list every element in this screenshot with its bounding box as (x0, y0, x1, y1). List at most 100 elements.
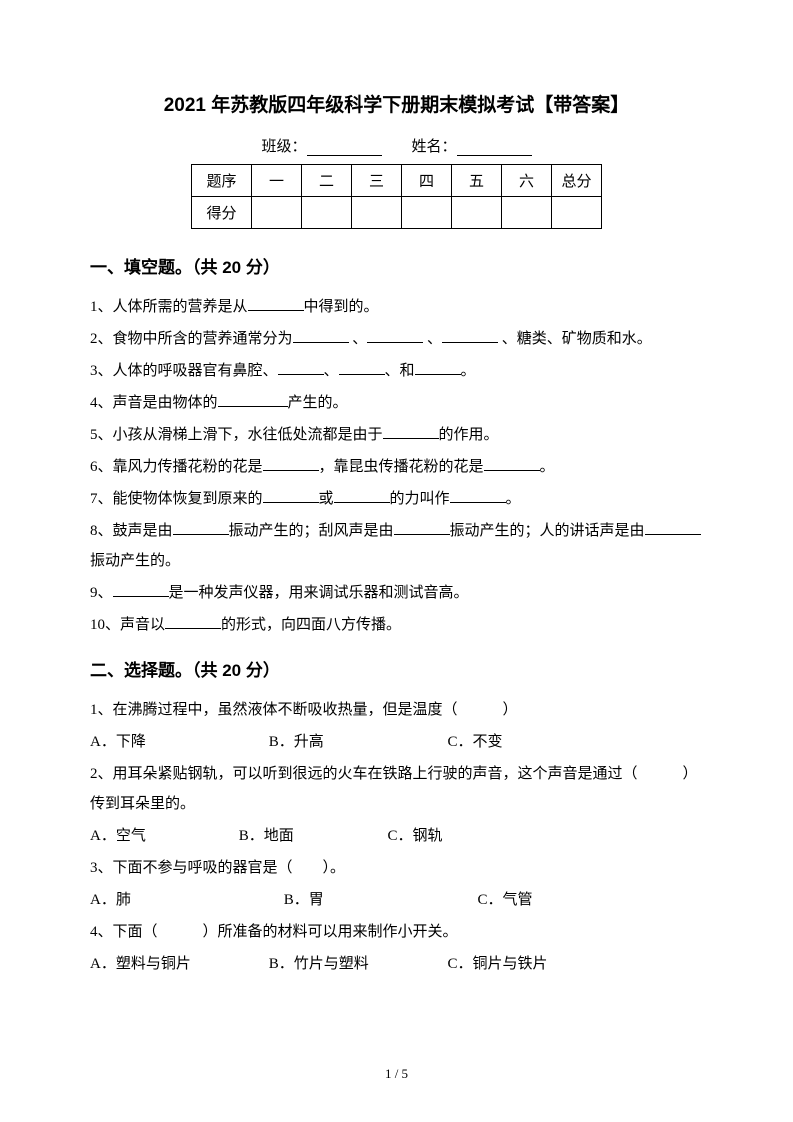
s1-q3: 3、人体的呼吸器官有鼻腔、、、和。 (90, 356, 703, 386)
opt-c[interactable]: C．钢轨 (388, 821, 443, 851)
opt-c[interactable]: C．铜片与铁片 (448, 949, 548, 979)
score-cell[interactable] (402, 197, 452, 229)
q-text: 5、小孩从滑梯上滑下，水往低处流都是由于 (90, 427, 383, 443)
s2-q2: 2、用耳朵紧贴钢轨，可以听到很远的火车在铁路上行驶的声音，这个声音是通过（ ）传… (90, 759, 703, 819)
opt-c[interactable]: C．不变 (448, 727, 503, 757)
class-blank[interactable] (307, 140, 382, 156)
th-2: 二 (302, 165, 352, 197)
q-text: 的力叫作 (390, 491, 450, 507)
fill-blank[interactable] (165, 614, 221, 629)
q-text: 的作用。 (439, 427, 499, 443)
score-table: 题序 一 二 三 四 五 六 总分 得分 (191, 164, 602, 229)
q-text: 振动产生的；人的讲话声是由 (450, 523, 645, 539)
s2-q1-options: A．下降 B．升高 C．不变 (90, 727, 703, 757)
fill-blank[interactable] (484, 456, 540, 471)
opt-a[interactable]: A．塑料与铜片 (90, 949, 265, 979)
q-text: 6、靠风力传播花粉的花是 (90, 459, 263, 475)
q-text: 8、鼓声是由 (90, 523, 173, 539)
fill-blank[interactable] (218, 392, 288, 407)
th-order: 题序 (192, 165, 252, 197)
s2-q4: 4、下面（ ）所准备的材料可以用来制作小开关。 (90, 917, 703, 947)
opt-a[interactable]: A．空气 (90, 821, 235, 851)
page-number: 1 / 5 (0, 1066, 793, 1082)
score-cell[interactable] (502, 197, 552, 229)
fill-blank[interactable] (248, 296, 304, 311)
score-cell[interactable] (352, 197, 402, 229)
fill-blank[interactable] (367, 328, 423, 343)
s1-q1: 1、人体所需的营养是从 中得到的。 (90, 292, 703, 322)
opt-a[interactable]: A．下降 (90, 727, 265, 757)
fill-blank[interactable] (339, 360, 385, 375)
q-text: 、 (423, 331, 442, 347)
s1-q9: 9、 是一种发声仪器，用来调试乐器和测试音高。 (90, 578, 703, 608)
q-text: 或 (319, 491, 334, 507)
q-text: 、和 (385, 363, 415, 379)
section1-title: 一、填空题。（共 20 分） (90, 253, 703, 278)
q-text: ，靠昆虫传播花粉的花是 (319, 459, 484, 475)
q-text: 7、能使物体恢复到原来的 (90, 491, 263, 507)
table-row: 题序 一 二 三 四 五 六 总分 (192, 165, 602, 197)
s1-q6: 6、靠风力传播花粉的花是 ，靠昆虫传播花粉的花是 。 (90, 452, 703, 482)
th-total: 总分 (552, 165, 602, 197)
s2-q3: 3、下面不参与呼吸的器官是（ ）。 (90, 853, 703, 883)
s2-q1: 1、在沸腾过程中，虽然液体不断吸收热量，但是温度（ ） (90, 695, 703, 725)
q-text: 4、声音是由物体的 (90, 395, 218, 411)
fill-blank[interactable] (263, 456, 319, 471)
section2-title: 二、选择题。（共 20 分） (90, 656, 703, 681)
s1-q5: 5、小孩从滑梯上滑下，水往低处流都是由于 的作用。 (90, 420, 703, 450)
th-4: 四 (402, 165, 452, 197)
s1-q7: 7、能使物体恢复到原来的或的力叫作。 (90, 484, 703, 514)
fill-blank[interactable] (113, 582, 169, 597)
fill-blank[interactable] (293, 328, 349, 343)
q-text: 中得到的。 (304, 299, 379, 315)
fill-blank[interactable] (450, 488, 506, 503)
score-cell[interactable] (452, 197, 502, 229)
s1-q4: 4、声音是由物体的 产生的。 (90, 388, 703, 418)
class-label: 班级： (261, 139, 306, 155)
score-cell[interactable] (302, 197, 352, 229)
opt-b[interactable]: B．胃 (284, 885, 474, 915)
opt-b[interactable]: B．地面 (239, 821, 384, 851)
q-text: 、糖类、矿物质和水。 (498, 331, 652, 347)
q-text: 、 (349, 331, 368, 347)
fill-blank[interactable] (334, 488, 390, 503)
fill-blank[interactable] (645, 520, 701, 535)
name-blank[interactable] (457, 140, 532, 156)
q-text: 是一种发声仪器，用来调试乐器和测试音高。 (169, 585, 469, 601)
q-text: 1、人体所需的营养是从 (90, 299, 248, 315)
score-cell[interactable] (552, 197, 602, 229)
opt-c[interactable]: C．气管 (478, 885, 533, 915)
fill-blank[interactable] (442, 328, 498, 343)
th-5: 五 (452, 165, 502, 197)
q-text: 产生的。 (288, 395, 348, 411)
q-text: 3、人体的呼吸器官有鼻腔、 (90, 363, 278, 379)
s1-q10: 10、声音以 的形式，向四面八方传播。 (90, 610, 703, 640)
s1-q8: 8、鼓声是由 振动产生的；刮风声是由 振动产生的；人的讲话声是由振动产生的。 (90, 516, 703, 576)
q-text: 9、 (90, 585, 113, 601)
q-text: 振动产生的。 (90, 553, 180, 569)
td-score-label: 得分 (192, 197, 252, 229)
q-text: 。 (461, 363, 476, 379)
score-cell[interactable] (252, 197, 302, 229)
q-text: 10、声音以 (90, 617, 165, 633)
s2-q2-options: A．空气 B．地面 C．钢轨 (90, 821, 703, 851)
th-3: 三 (352, 165, 402, 197)
fill-blank[interactable] (173, 520, 229, 535)
student-info: 班级： 姓名： (90, 135, 703, 156)
name-label: 姓名： (412, 139, 457, 155)
q-text: 的形式，向四面八方传播。 (221, 617, 401, 633)
q-text: 。 (540, 459, 555, 475)
fill-blank[interactable] (383, 424, 439, 439)
fill-blank[interactable] (415, 360, 461, 375)
th-1: 一 (252, 165, 302, 197)
fill-blank[interactable] (394, 520, 450, 535)
q-text: 振动产生的；刮风声是由 (229, 523, 394, 539)
opt-b[interactable]: B．升高 (269, 727, 444, 757)
opt-a[interactable]: A．肺 (90, 885, 280, 915)
s2-q4-options: A．塑料与铜片 B．竹片与塑料 C．铜片与铁片 (90, 949, 703, 979)
fill-blank[interactable] (263, 488, 319, 503)
opt-b[interactable]: B．竹片与塑料 (269, 949, 444, 979)
table-row: 得分 (192, 197, 602, 229)
q-text: 2、食物中所含的营养通常分为 (90, 331, 293, 347)
fill-blank[interactable] (278, 360, 324, 375)
